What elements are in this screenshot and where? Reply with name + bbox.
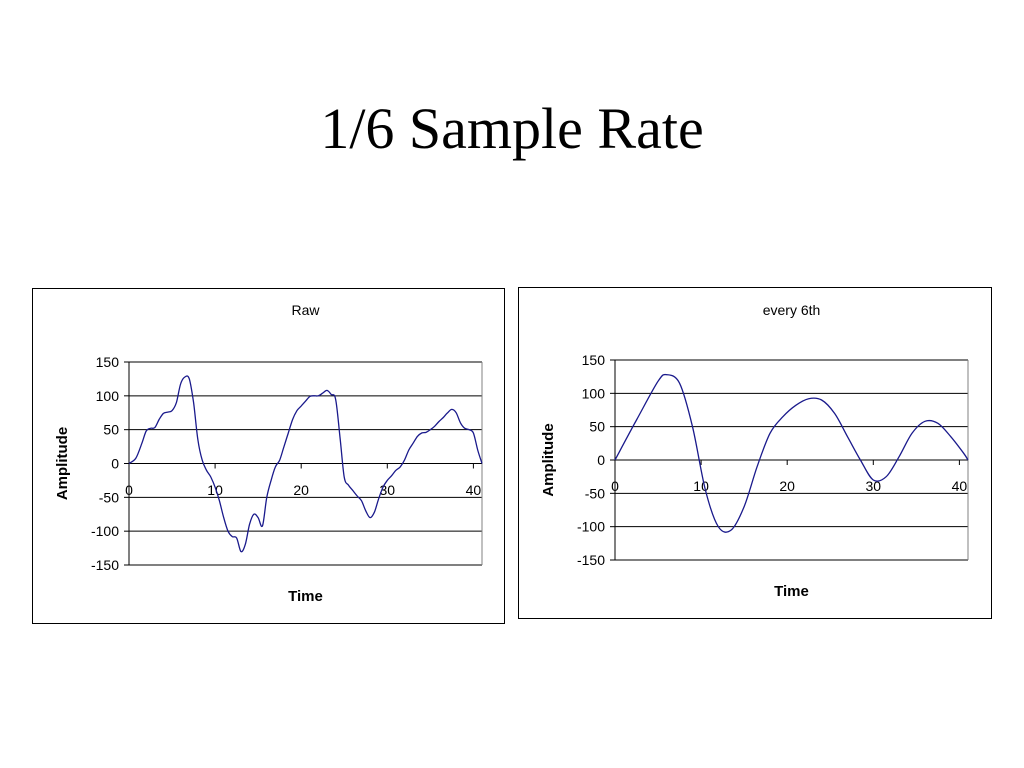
raw-chart-frame: Raw 150 100 50 0 -50 -100 -150 0 10 20 30 40 Time Ampl… [32,288,505,624]
slide-title: 1/6 Sample Rate [320,96,704,161]
x-tick-label: 30 [866,478,882,494]
x-tick-label: 0 [611,478,619,494]
y-tick-label: -150 [577,552,605,568]
x-tick-label: 0 [125,482,133,498]
y-tick-label: 150 [582,352,606,368]
every-6th-chart-frame: every 6th 150 100 50 0 -50 -100 -150 0 10 20 30 40 Ti… [518,287,992,619]
x-tick-label: 10 [207,482,223,498]
x-tick-label: 40 [466,482,482,498]
every-6th-chart: every 6th 150 100 50 0 -50 -100 -150 0 10 20 30 40 Ti… [540,302,969,600]
y-tick-label: -50 [585,485,605,501]
y-axis-label: Amplitude [540,423,557,496]
x-tick-label: 10 [693,478,709,494]
x-tick-label: 40 [952,478,968,494]
y-tick-label: -100 [577,519,605,535]
y-tick-label: 100 [96,388,120,404]
x-tick-label: 20 [779,478,795,494]
y-tick-label: 0 [597,452,605,468]
y-tick-label: 50 [589,419,605,435]
y-axis-label: Amplitude [54,427,71,500]
y-tick-label: 0 [111,456,119,472]
x-axis-label: Time [288,588,323,605]
y-tick-label: -150 [91,557,119,573]
y-tick-label: 100 [582,385,606,401]
chart-title: Raw [291,302,320,318]
x-tick-label: 20 [293,482,309,498]
y-tick-label: -100 [91,523,119,539]
chart-title: every 6th [763,302,821,318]
y-tick-label: 150 [96,354,120,370]
y-tick-label: 50 [103,422,119,438]
series-line [614,373,969,533]
series-line [128,375,483,553]
y-tick-label: -50 [99,489,119,505]
x-axis-label: Time [774,583,809,600]
